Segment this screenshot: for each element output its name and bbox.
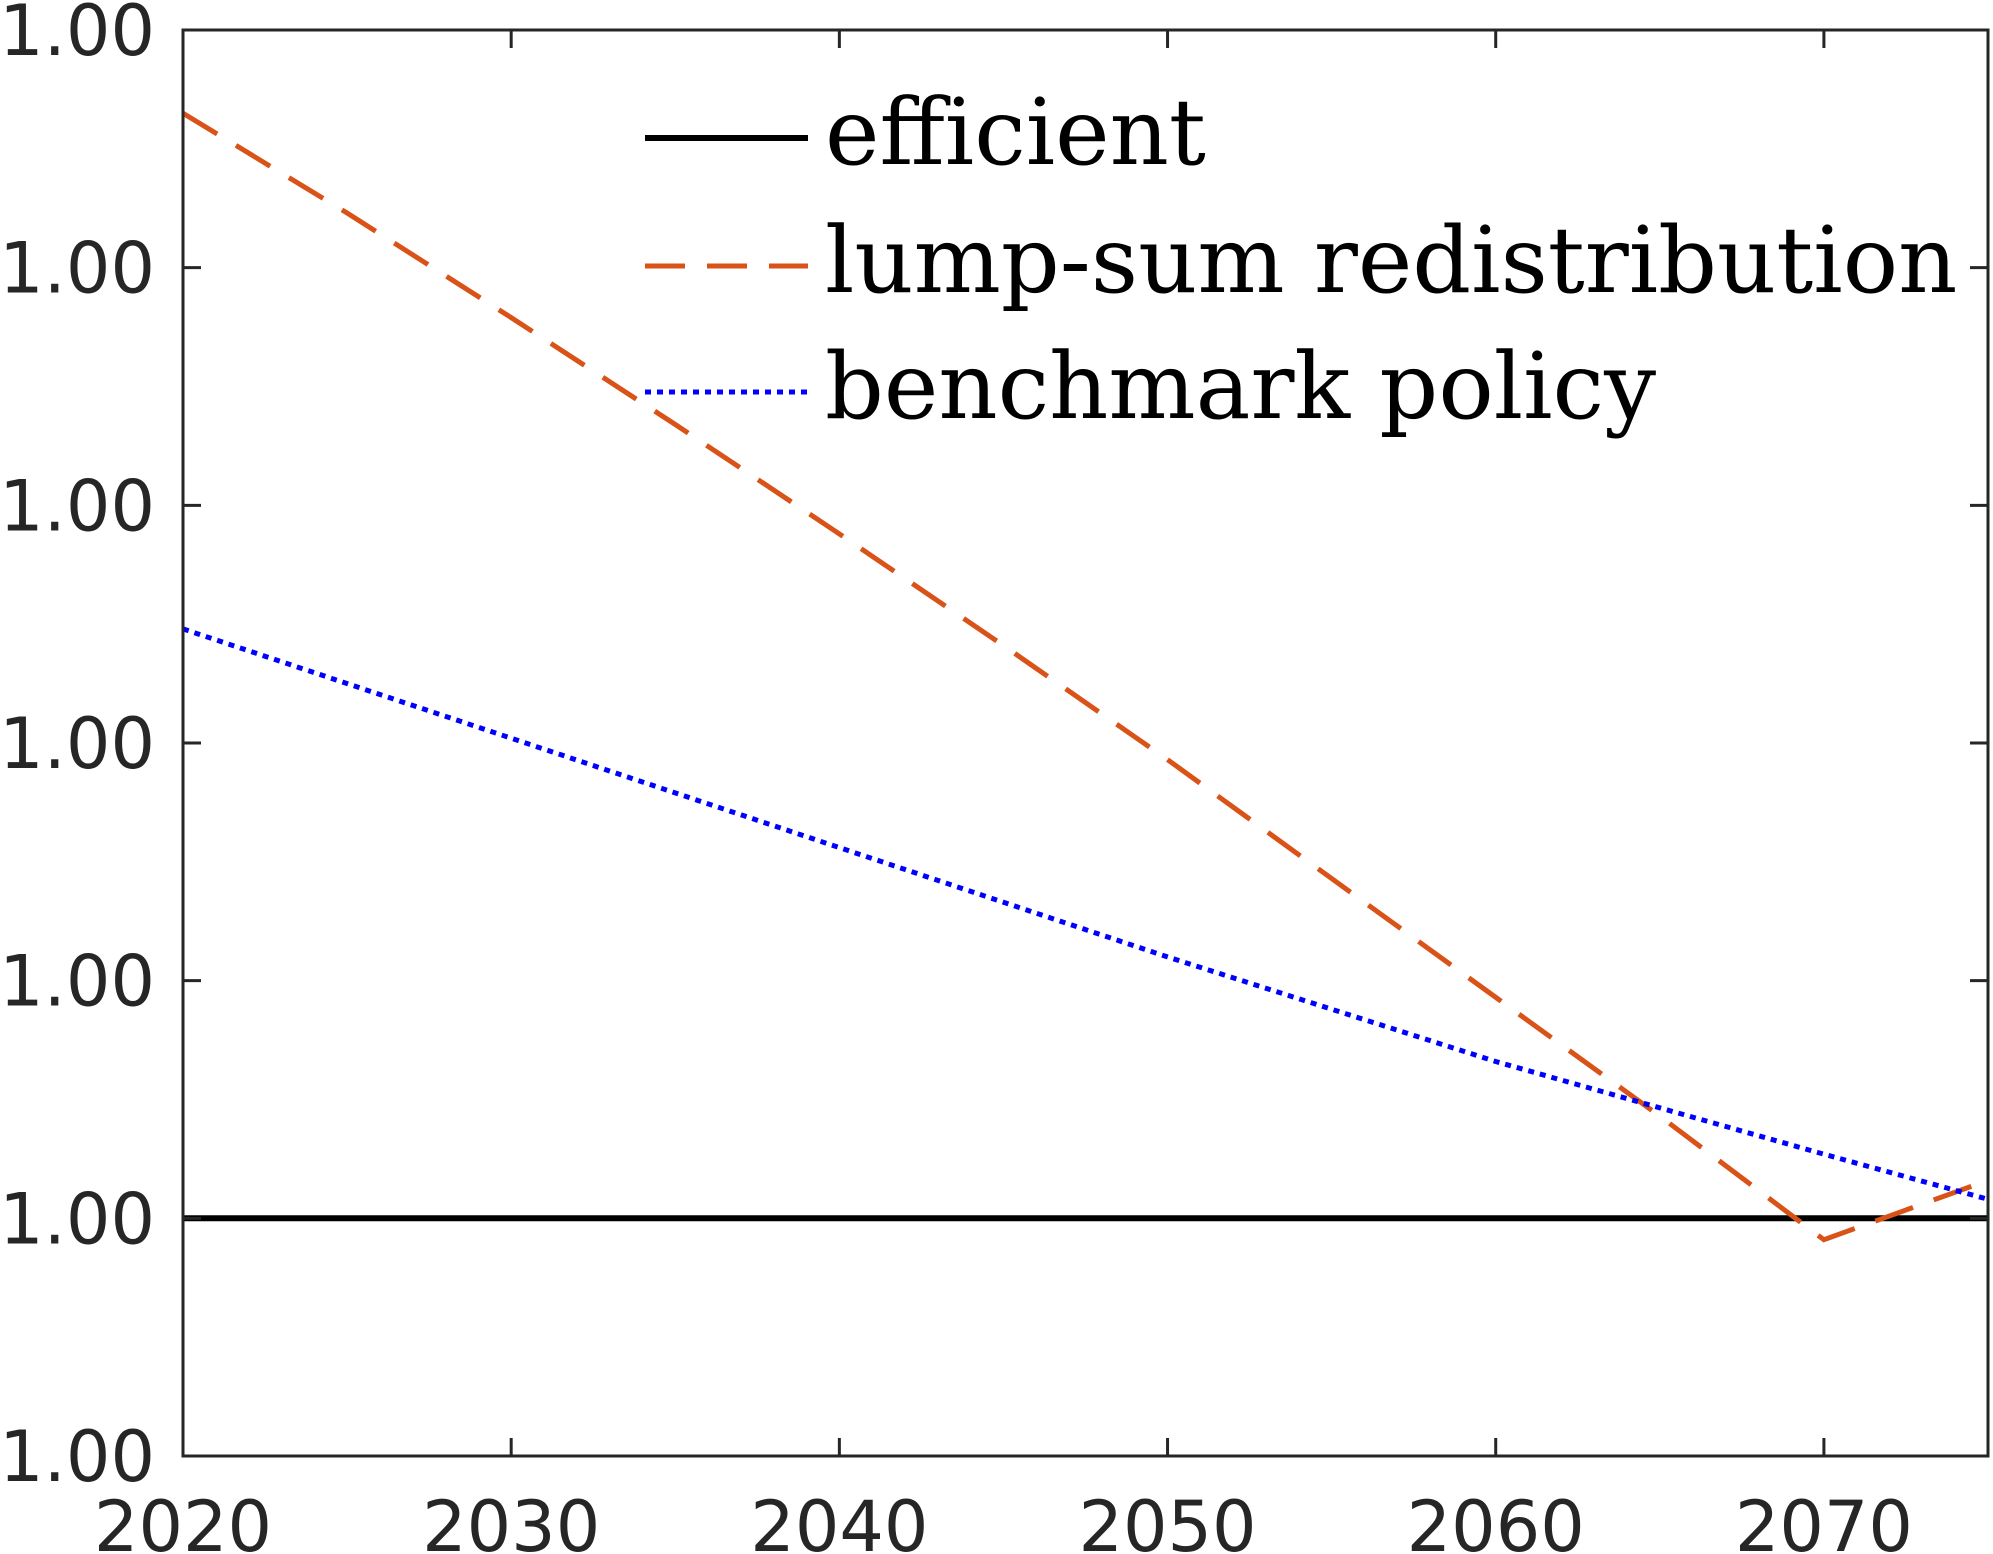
y-tick-label: 1.00 [0, 703, 155, 785]
x-tick-label: 2050 [1078, 1486, 1256, 1554]
x-tick-label: 2040 [750, 1486, 928, 1554]
ticks [181, 28, 1988, 1458]
y-tick-label: 1.00 [0, 1178, 155, 1260]
x-tick-label: 2070 [1735, 1486, 1913, 1554]
legend: efficient lump-sum redistribution benchmar… [645, 79, 1957, 440]
legend-label: benchmark policy [825, 333, 1656, 440]
series-line-lump-sum-redistribution [181, 111, 1989, 1243]
series-line-benchmark-policy [182, 626, 1989, 1202]
plot-lines [181, 111, 1989, 1243]
legend-item-lump-sum-redistribution: lump-sum redistribution [645, 207, 1957, 314]
legend-item-benchmark-policy: benchmark policy [645, 333, 1656, 440]
legend-item-efficient: efficient [645, 79, 1206, 186]
legend-label: efficient [825, 79, 1206, 186]
y-tick-label: 1.00 [0, 0, 155, 72]
y-tick-label: 1.00 [0, 228, 155, 310]
y-tick-label: 1.00 [0, 941, 155, 1023]
x-tick-label: 2060 [1407, 1486, 1585, 1554]
tick-labels: 2020 2030 2040 2050 2060 2070 1.00 1.00 1.00 1.00… [0, 0, 1913, 1554]
legend-label: lump-sum redistribution [825, 207, 1957, 314]
y-tick-label: 1.00 [0, 1416, 155, 1498]
y-tick-label: 1.00 [0, 465, 155, 547]
x-tick-label: 2020 [94, 1486, 272, 1554]
x-tick-label: 2030 [422, 1486, 600, 1554]
